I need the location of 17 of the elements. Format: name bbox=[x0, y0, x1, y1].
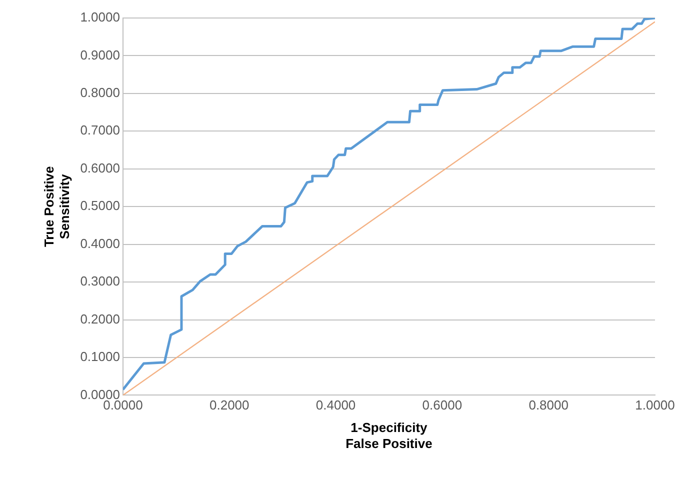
x-tick-label: 0.4000 bbox=[316, 398, 356, 413]
x-axis-title: 1-Specificity False Positive bbox=[346, 420, 432, 451]
y-tick-label: 0.5000 bbox=[80, 198, 120, 214]
y-tick-label: 0.6000 bbox=[80, 160, 120, 176]
y-tick-label: 0.1000 bbox=[80, 349, 120, 364]
y-tick-label: 0.4000 bbox=[80, 236, 120, 251]
y-tick-label: 1.0000 bbox=[80, 10, 120, 25]
y-axis-title: True Positive Sensitivity bbox=[41, 166, 72, 248]
x-tick-label: 1.0000 bbox=[635, 398, 675, 413]
x-tick-label: 0.2000 bbox=[209, 398, 250, 413]
y-tick-label: 0.2000 bbox=[80, 311, 120, 326]
y-tick-label: 0.8000 bbox=[80, 85, 120, 100]
y-tick-label: 0.7000 bbox=[80, 122, 120, 138]
y-tick-label: 0.3000 bbox=[80, 274, 120, 289]
x-tick-label: 0.6000 bbox=[422, 398, 462, 413]
x-tick-label: 0.8000 bbox=[528, 398, 568, 413]
y-tick-label: 0.9000 bbox=[80, 47, 120, 62]
